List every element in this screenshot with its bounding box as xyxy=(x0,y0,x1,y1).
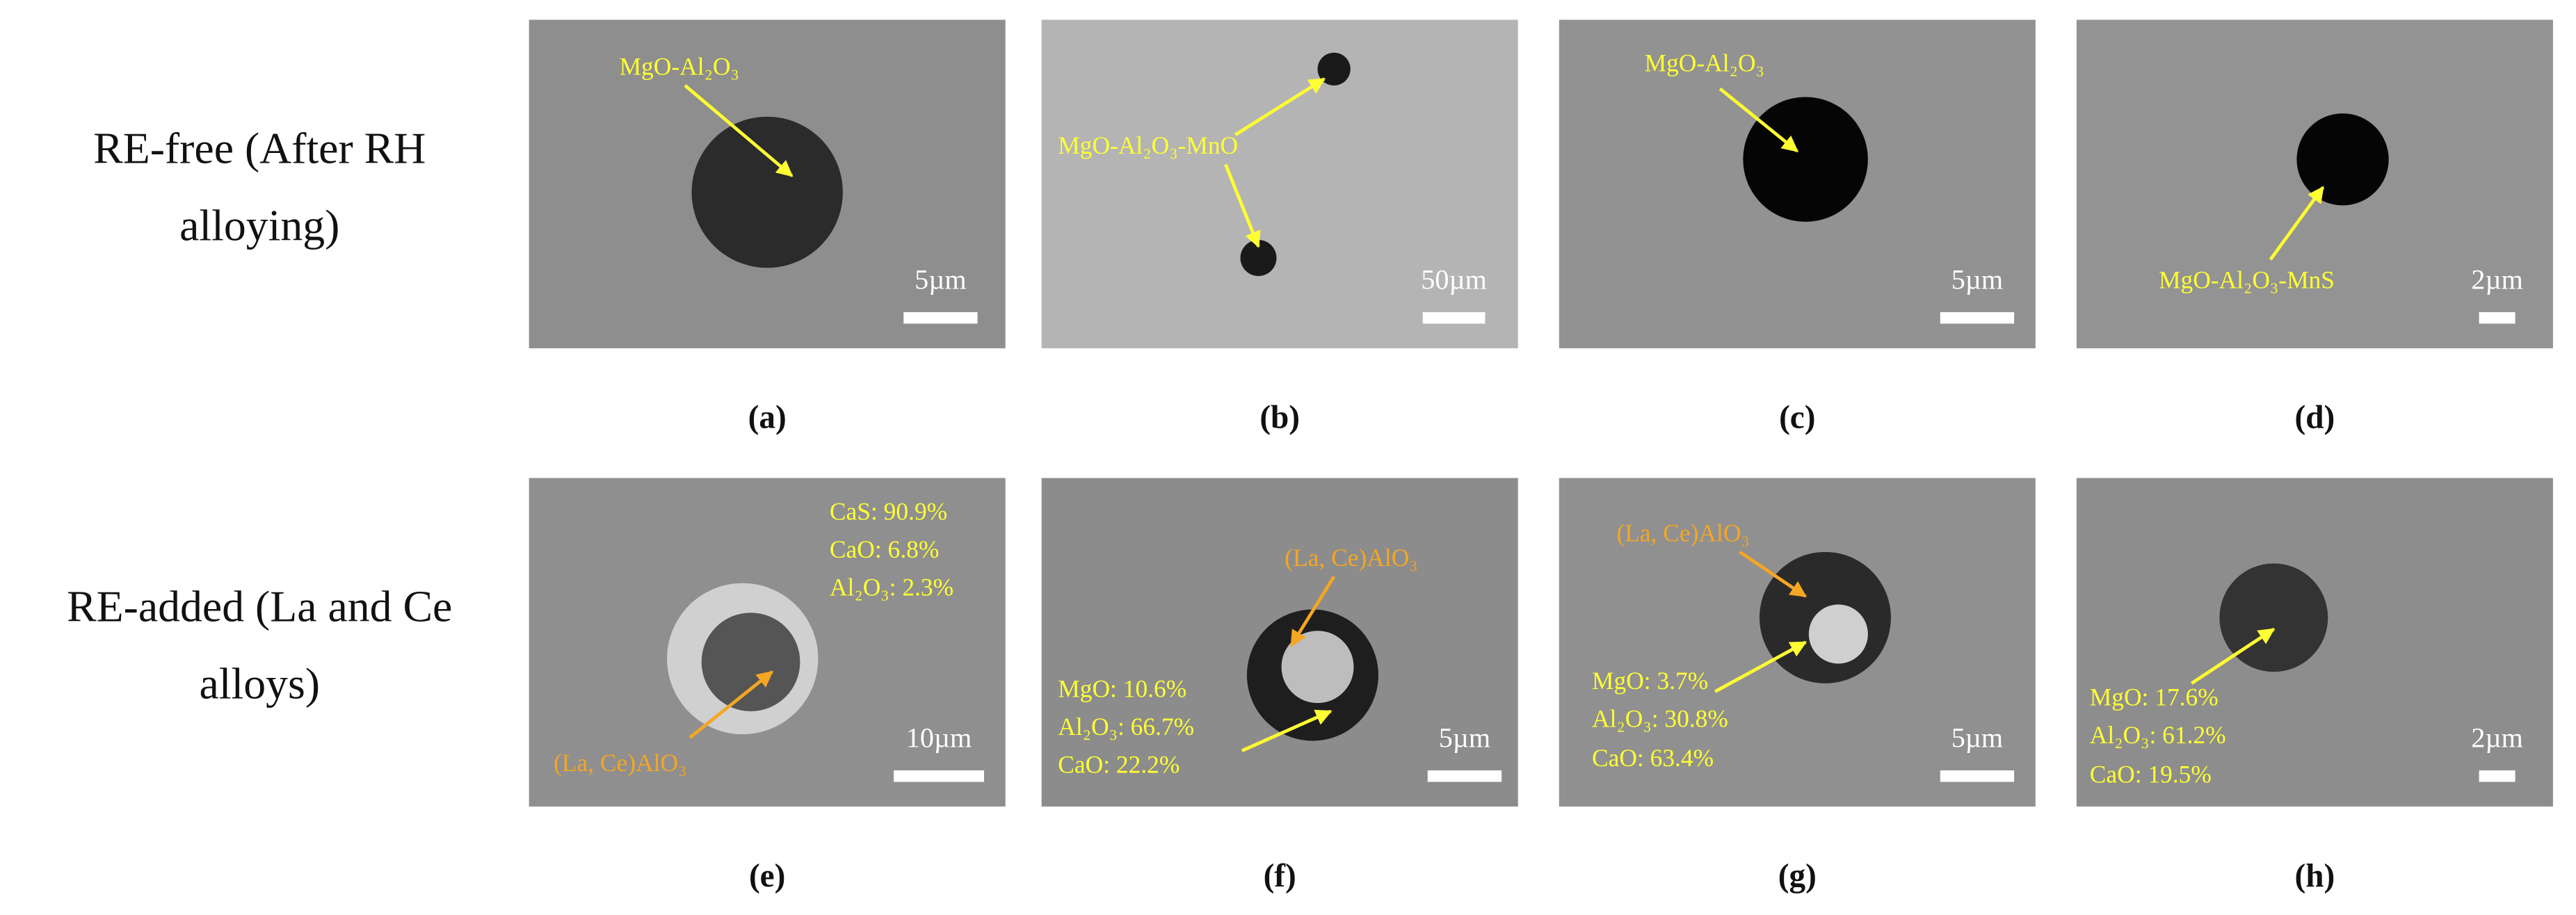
panel-caption: (f) xyxy=(1264,858,1296,894)
sem-panel: MgO-Al₂O₃-MnS 2µm xyxy=(2076,19,2553,348)
inclusion xyxy=(1808,604,1868,664)
scale-bar-label: 5µm xyxy=(1951,264,2003,295)
scale-bar-label: 10µm xyxy=(906,722,972,754)
annotation: MgO-Al₂O₃-MnS xyxy=(2159,266,2335,294)
row-label: RE-free (After RH xyxy=(93,123,426,172)
panel-caption: (h) xyxy=(2295,858,2335,894)
arrow xyxy=(1224,163,1261,248)
annotation: CaO: 22.2% xyxy=(1058,750,1180,778)
sem-panel: CaS: 90.9% CaO: 6.8% Al₂O₃: 2.3% (La, Ce)Al… xyxy=(529,478,1006,807)
inclusion xyxy=(1281,631,1354,704)
annotation: CaO: 63.4% xyxy=(1592,744,1714,772)
panel-caption: (e) xyxy=(749,858,785,894)
inclusion xyxy=(701,613,800,711)
scale-bar-label: 5µm xyxy=(1951,722,2003,754)
annotation: (La, Ce)AlO₃ xyxy=(1285,544,1417,572)
inclusion xyxy=(1240,240,1277,276)
arrow xyxy=(2269,186,2325,261)
arrow xyxy=(1718,87,1799,153)
arrow xyxy=(1289,576,1336,647)
scale-bar-label: 50µm xyxy=(1421,264,1487,295)
panel-caption: (d) xyxy=(2295,400,2335,436)
annotation: (La, Ce)AlO₃ xyxy=(554,749,686,777)
annotation: Al₂O₃: 61.2% xyxy=(2090,721,2226,749)
arrow xyxy=(1739,550,1808,598)
annotation: (La, Ce)AlO₃ xyxy=(1616,519,1749,546)
sem-image xyxy=(1041,19,1518,348)
scale-bar-label: 5µm xyxy=(1439,722,1490,754)
scale-bar-label: 2µm xyxy=(2471,264,2522,295)
inclusion xyxy=(1317,52,1351,86)
inclusion xyxy=(691,116,843,268)
inclusion xyxy=(2219,563,2328,672)
arrow xyxy=(1714,640,1808,693)
annotation: MgO-Al₂O₃-MnO xyxy=(1058,131,1238,159)
annotation: CaO: 6.8% xyxy=(830,535,939,563)
scale-bar xyxy=(1940,770,2015,782)
arrow xyxy=(1241,709,1333,752)
panel-caption: (c) xyxy=(1779,400,1815,436)
arrow xyxy=(2190,627,2276,685)
sem-panel: (La, Ce)AlO₃ MgO: 10.6% Al₂O₃: 66.7% CaO: 2… xyxy=(1041,478,1518,807)
sem-panel: MgO-Al₂O₃-MnO 50µm xyxy=(1041,19,1518,348)
annotation: CaO: 19.5% xyxy=(2090,761,2212,788)
annotation: CaS: 90.9% xyxy=(830,498,947,526)
annotation: MgO: 10.6% xyxy=(1058,675,1186,703)
panel-caption: (a) xyxy=(748,400,787,436)
annotation: Al₂O₃: 30.8% xyxy=(1592,704,1728,732)
panel-caption: (b) xyxy=(1259,400,1300,436)
inclusion xyxy=(1743,97,1868,222)
annotation: Al₂O₃: 2.3% xyxy=(830,573,953,601)
row-label: alloys) xyxy=(199,659,320,708)
sem-panel: MgO: 17.6% Al₂O₃: 61.2% CaO: 19.5% 2µm xyxy=(2076,478,2553,807)
row-label: RE-added (La and Ce xyxy=(67,582,452,631)
scale-bar xyxy=(1940,311,2015,324)
sem-panel: (La, Ce)AlO₃ MgO: 3.7% Al₂O₃: 30.8% CaO: 63… xyxy=(1559,478,2036,807)
sem-panel: MgO-Al₂O₃ 5µm xyxy=(529,19,1006,348)
scale-bar xyxy=(2479,311,2515,324)
scale-bar xyxy=(903,311,978,324)
row-label: alloying) xyxy=(179,200,339,250)
sem-panel: MgO-Al₂O₃ 5µm xyxy=(1559,19,2036,348)
scale-bar xyxy=(894,770,984,782)
scale-bar-label: 5µm xyxy=(915,264,966,295)
scale-bar-label: 2µm xyxy=(2471,722,2522,754)
inclusion xyxy=(2296,113,2389,206)
panel-caption: (g) xyxy=(1778,858,1817,894)
scale-bar xyxy=(1427,770,1502,782)
annotation: Al₂O₃: 66.7% xyxy=(1058,713,1194,740)
scale-bar xyxy=(2479,770,2515,782)
scale-bar xyxy=(1422,311,1486,324)
annotation: MgO: 3.7% xyxy=(1592,667,1708,695)
annotation: MgO: 17.6% xyxy=(2090,683,2219,711)
arrow xyxy=(684,84,794,177)
annotation: MgO-Al₂O₃ xyxy=(1645,49,1764,77)
arrow xyxy=(689,670,774,739)
annotation: MgO-Al₂O₃ xyxy=(620,52,739,80)
arrow xyxy=(1234,77,1326,136)
